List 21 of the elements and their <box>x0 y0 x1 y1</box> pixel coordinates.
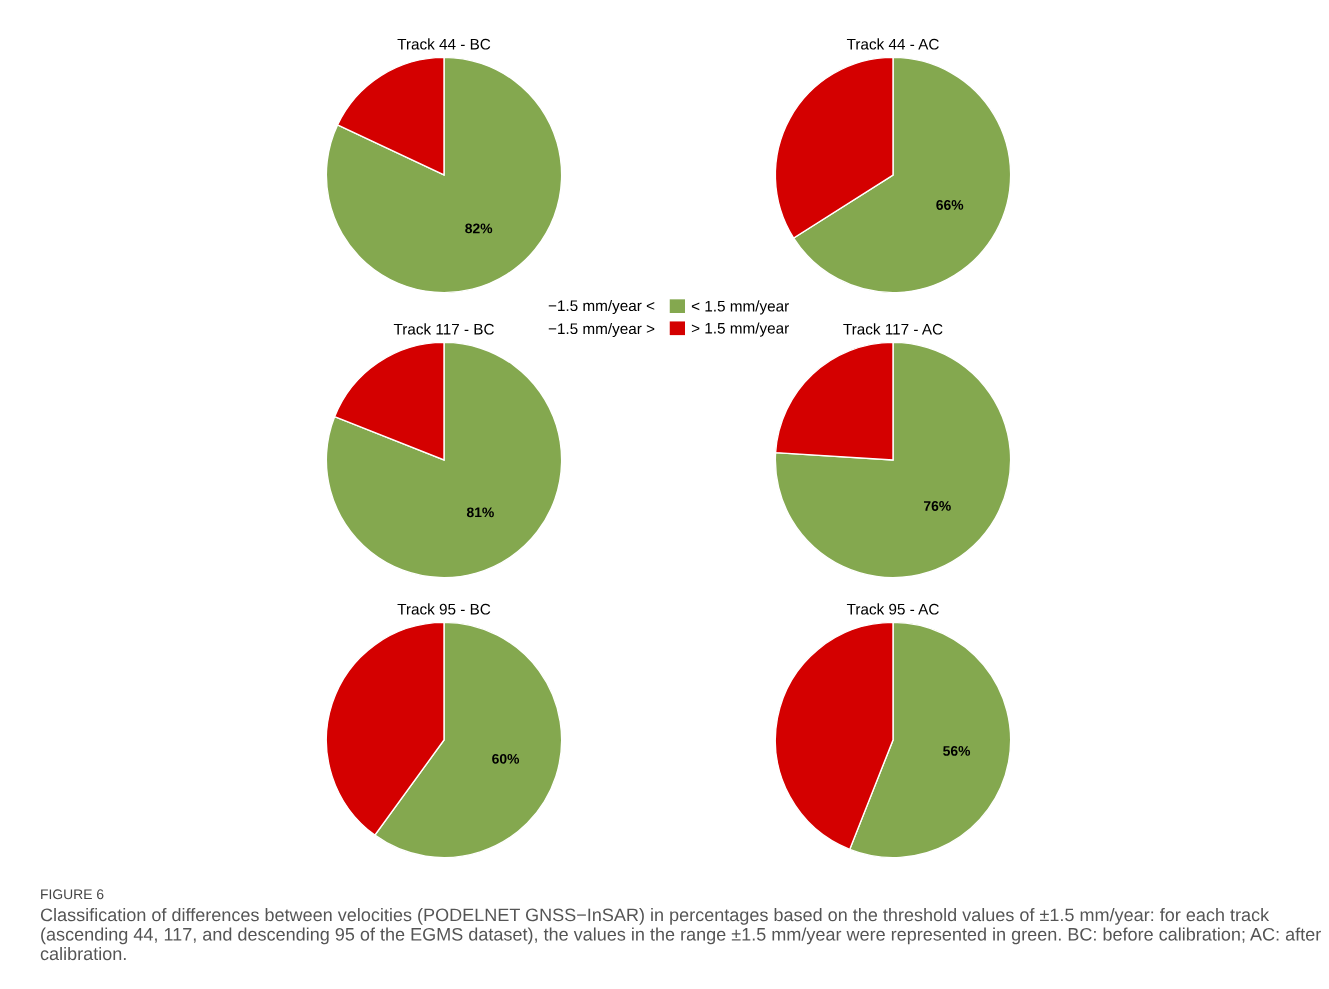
chart-title: Track 117 - AC <box>843 323 943 335</box>
chart-title: Track 117 - BC <box>393 323 494 335</box>
data-label: 82% <box>465 223 493 234</box>
data-label: 81% <box>466 507 494 518</box>
data-label: 60% <box>492 753 520 764</box>
pie-slice <box>325 341 563 579</box>
legend-label: > 1.5 mm/year <box>691 322 789 337</box>
data-label: 56% <box>943 746 971 756</box>
chart-title: Track 44 - BC <box>397 38 491 50</box>
chart-title: Track 44 - AC <box>846 38 939 50</box>
text: Classification of differences between velocities (PODELNET GNSS−InSAR) in percentages based on the threshold values of ±1.5 mm/year: for each track (ascending 44, 117, and descending 95 of the EGMS dataset), the values in the range ±1.5 mm/year were represented in green. BC: before calibration; AC: after calibration. <box>40 908 1321 961</box>
data-label: 76% <box>923 501 951 511</box>
chart-title: Track 95 - BC <box>397 603 491 615</box>
pie-slice <box>774 341 1012 579</box>
caption: FIGURE 6 <box>41 889 104 900</box>
chart-title: Track 95 - AC <box>846 603 939 615</box>
text: −1.5 mm/year > <box>548 322 655 338</box>
text: −1.5 mm/year < <box>548 299 655 315</box>
pie-slice <box>325 56 563 294</box>
data-label: 66% <box>936 200 964 210</box>
legend-label: < 1.5 mm/year <box>691 300 789 315</box>
